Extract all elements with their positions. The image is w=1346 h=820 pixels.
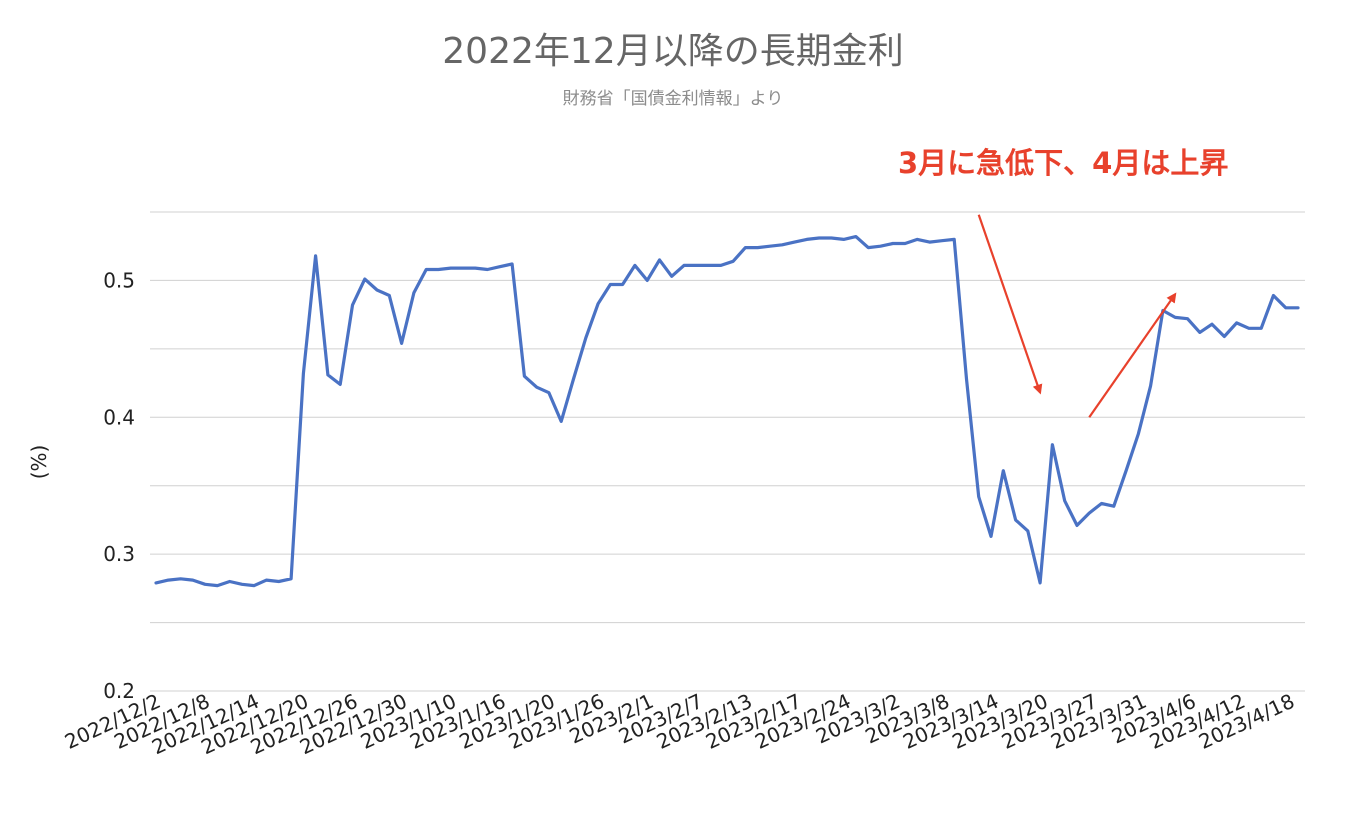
series-line bbox=[154, 235, 1300, 588]
grid-lines bbox=[150, 211, 1305, 692]
annotation-arrows bbox=[977, 214, 1177, 418]
y-tick-label: 0.3 bbox=[103, 542, 135, 566]
annotation-arrow bbox=[1088, 292, 1177, 418]
chart-subtitle: 財務省「国債金利情報」より bbox=[562, 89, 784, 109]
y-tick-label: 0.4 bbox=[103, 405, 135, 429]
annotation-arrow bbox=[977, 214, 1043, 395]
chart-annotation: 3月に急低下、4月は上昇 bbox=[898, 146, 1229, 180]
y-tick-label: 0.5 bbox=[103, 268, 135, 292]
x-tick-labels: 2022/12/22022/12/82022/12/142022/12/2020… bbox=[61, 689, 1298, 759]
series-group bbox=[154, 235, 1300, 588]
chart-title: 2022年12月以降の長期金利 bbox=[442, 31, 904, 72]
y-axis-label: (%) bbox=[27, 445, 51, 480]
y-tick-labels: 0.2 0.3 0.4 0.5 bbox=[103, 268, 135, 703]
y-tick-label: 0.2 bbox=[103, 679, 135, 703]
